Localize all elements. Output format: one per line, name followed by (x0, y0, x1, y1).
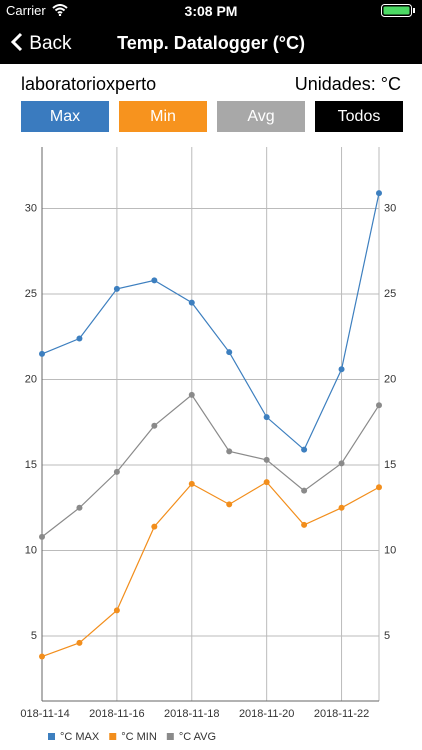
legend-swatch (166, 733, 174, 740)
time: 3:08 PM (184, 3, 238, 19)
y-tick-label-right: 5 (384, 630, 390, 642)
data-point (376, 190, 382, 197)
data-point (263, 479, 270, 486)
y-tick-label-right: 15 (384, 459, 396, 471)
legend-label: °C AVG (179, 731, 216, 743)
back-label: Back (29, 33, 72, 54)
y-tick-label: 15 (25, 459, 37, 471)
nav-title: Temp. Datalogger (°C) (117, 33, 305, 53)
legend-swatch (48, 733, 55, 740)
data-point (39, 533, 45, 540)
wifi-icon (52, 4, 68, 16)
filter-button[interactable]: Max (21, 101, 109, 132)
filter-button[interactable]: Min (119, 101, 207, 132)
legend-label: °C MIN (121, 731, 157, 743)
series-line (41, 394, 380, 538)
data-point (188, 299, 195, 306)
x-tick-label: 2018-11-18 (164, 708, 219, 720)
x-tick-label: 2018-11-14 (14, 708, 69, 720)
data-point (76, 639, 83, 646)
x-tick-label: 2018-11-16 (89, 708, 144, 720)
series-line (41, 481, 380, 658)
y-tick-label: 10 (25, 544, 37, 556)
data-point (376, 484, 382, 491)
device-name: laboratorioxperto (21, 74, 157, 94)
data-point (113, 285, 120, 292)
data-point (301, 446, 308, 453)
data-point (39, 653, 45, 660)
data-point (301, 521, 308, 528)
data-point (226, 448, 233, 455)
legend-label: °C MAX (60, 731, 100, 743)
data-point (263, 414, 270, 421)
x-tick-label: 2018-11-20 (239, 708, 294, 720)
x-axis-labels: 2018-11-14 2018-11-16 2018-11-18 2018-11-20… (14, 708, 369, 720)
data-point (338, 366, 345, 373)
data-point (39, 350, 45, 357)
filter-button[interactable]: Avg (217, 101, 305, 132)
battery-icon (381, 4, 415, 17)
series-line (41, 193, 380, 451)
data-point (226, 501, 233, 508)
data-point (226, 349, 233, 356)
carrier: Carrier (6, 3, 46, 18)
y-tick-label: 25 (25, 288, 37, 300)
data-point (301, 487, 308, 494)
data-point (188, 480, 195, 487)
y-tick-label-right: 20 (384, 373, 396, 385)
back-button[interactable]: Back (10, 32, 72, 55)
data-point (151, 277, 158, 284)
data-point (151, 422, 158, 429)
x-tick-label: 2018-11-22 (314, 708, 369, 720)
data-point (151, 523, 158, 530)
top-bar: Carrier 3:08 PM Back Temp. Datalogger (°… (0, 0, 422, 64)
units: Unidades: °C (294, 74, 401, 94)
y-tick-label: 5 (31, 630, 37, 642)
data-point (338, 460, 345, 467)
data-point (376, 402, 382, 409)
filter-button[interactable]: Todos (315, 101, 403, 132)
back-chevron (10, 32, 23, 52)
data-point (113, 468, 120, 475)
y-tick-label-right: 10 (384, 544, 396, 556)
y-tick-label: 20 (25, 373, 37, 385)
y-tick-label-right: 25 (384, 288, 396, 300)
data-point (263, 456, 270, 463)
data-point (113, 607, 120, 614)
data-point (188, 391, 195, 398)
data-point (76, 504, 83, 511)
data-point (338, 504, 345, 511)
y-tick-label-right: 30 (384, 202, 396, 214)
data-point (76, 335, 83, 342)
legend-swatch (109, 733, 117, 740)
y-tick-label: 30 (25, 202, 37, 214)
